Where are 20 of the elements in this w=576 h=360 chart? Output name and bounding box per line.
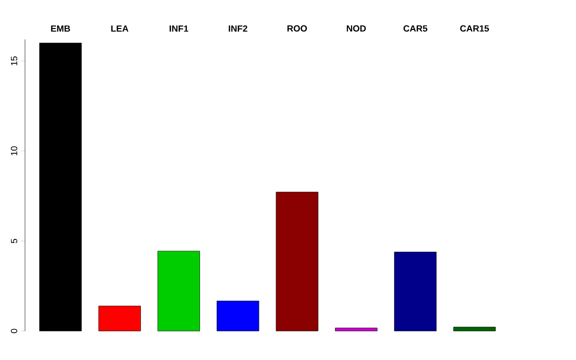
bar [394,252,437,332]
y-tick-label: 15 [10,56,18,66]
x-tick-label: INF2 [228,25,248,32]
y-tick-label: 0 [10,328,18,334]
x-tick-label: INF1 [170,25,188,32]
bar [453,326,496,332]
bar [98,306,141,332]
y-tick-label: 5 [10,238,18,244]
bar [335,328,378,332]
x-tick-label: NOD [346,25,366,32]
bar [158,250,200,332]
bar [276,192,318,332]
x-tick-label: CAR5 [404,25,428,32]
bar [216,300,260,332]
x-tick-label: CAR15 [460,25,489,32]
x-tick-label: ROO [287,25,307,32]
x-tick-label: EMB [51,25,70,32]
bar [39,42,82,332]
x-tick-label: LEA [111,25,128,32]
y-tick-label: 10 [10,146,18,156]
